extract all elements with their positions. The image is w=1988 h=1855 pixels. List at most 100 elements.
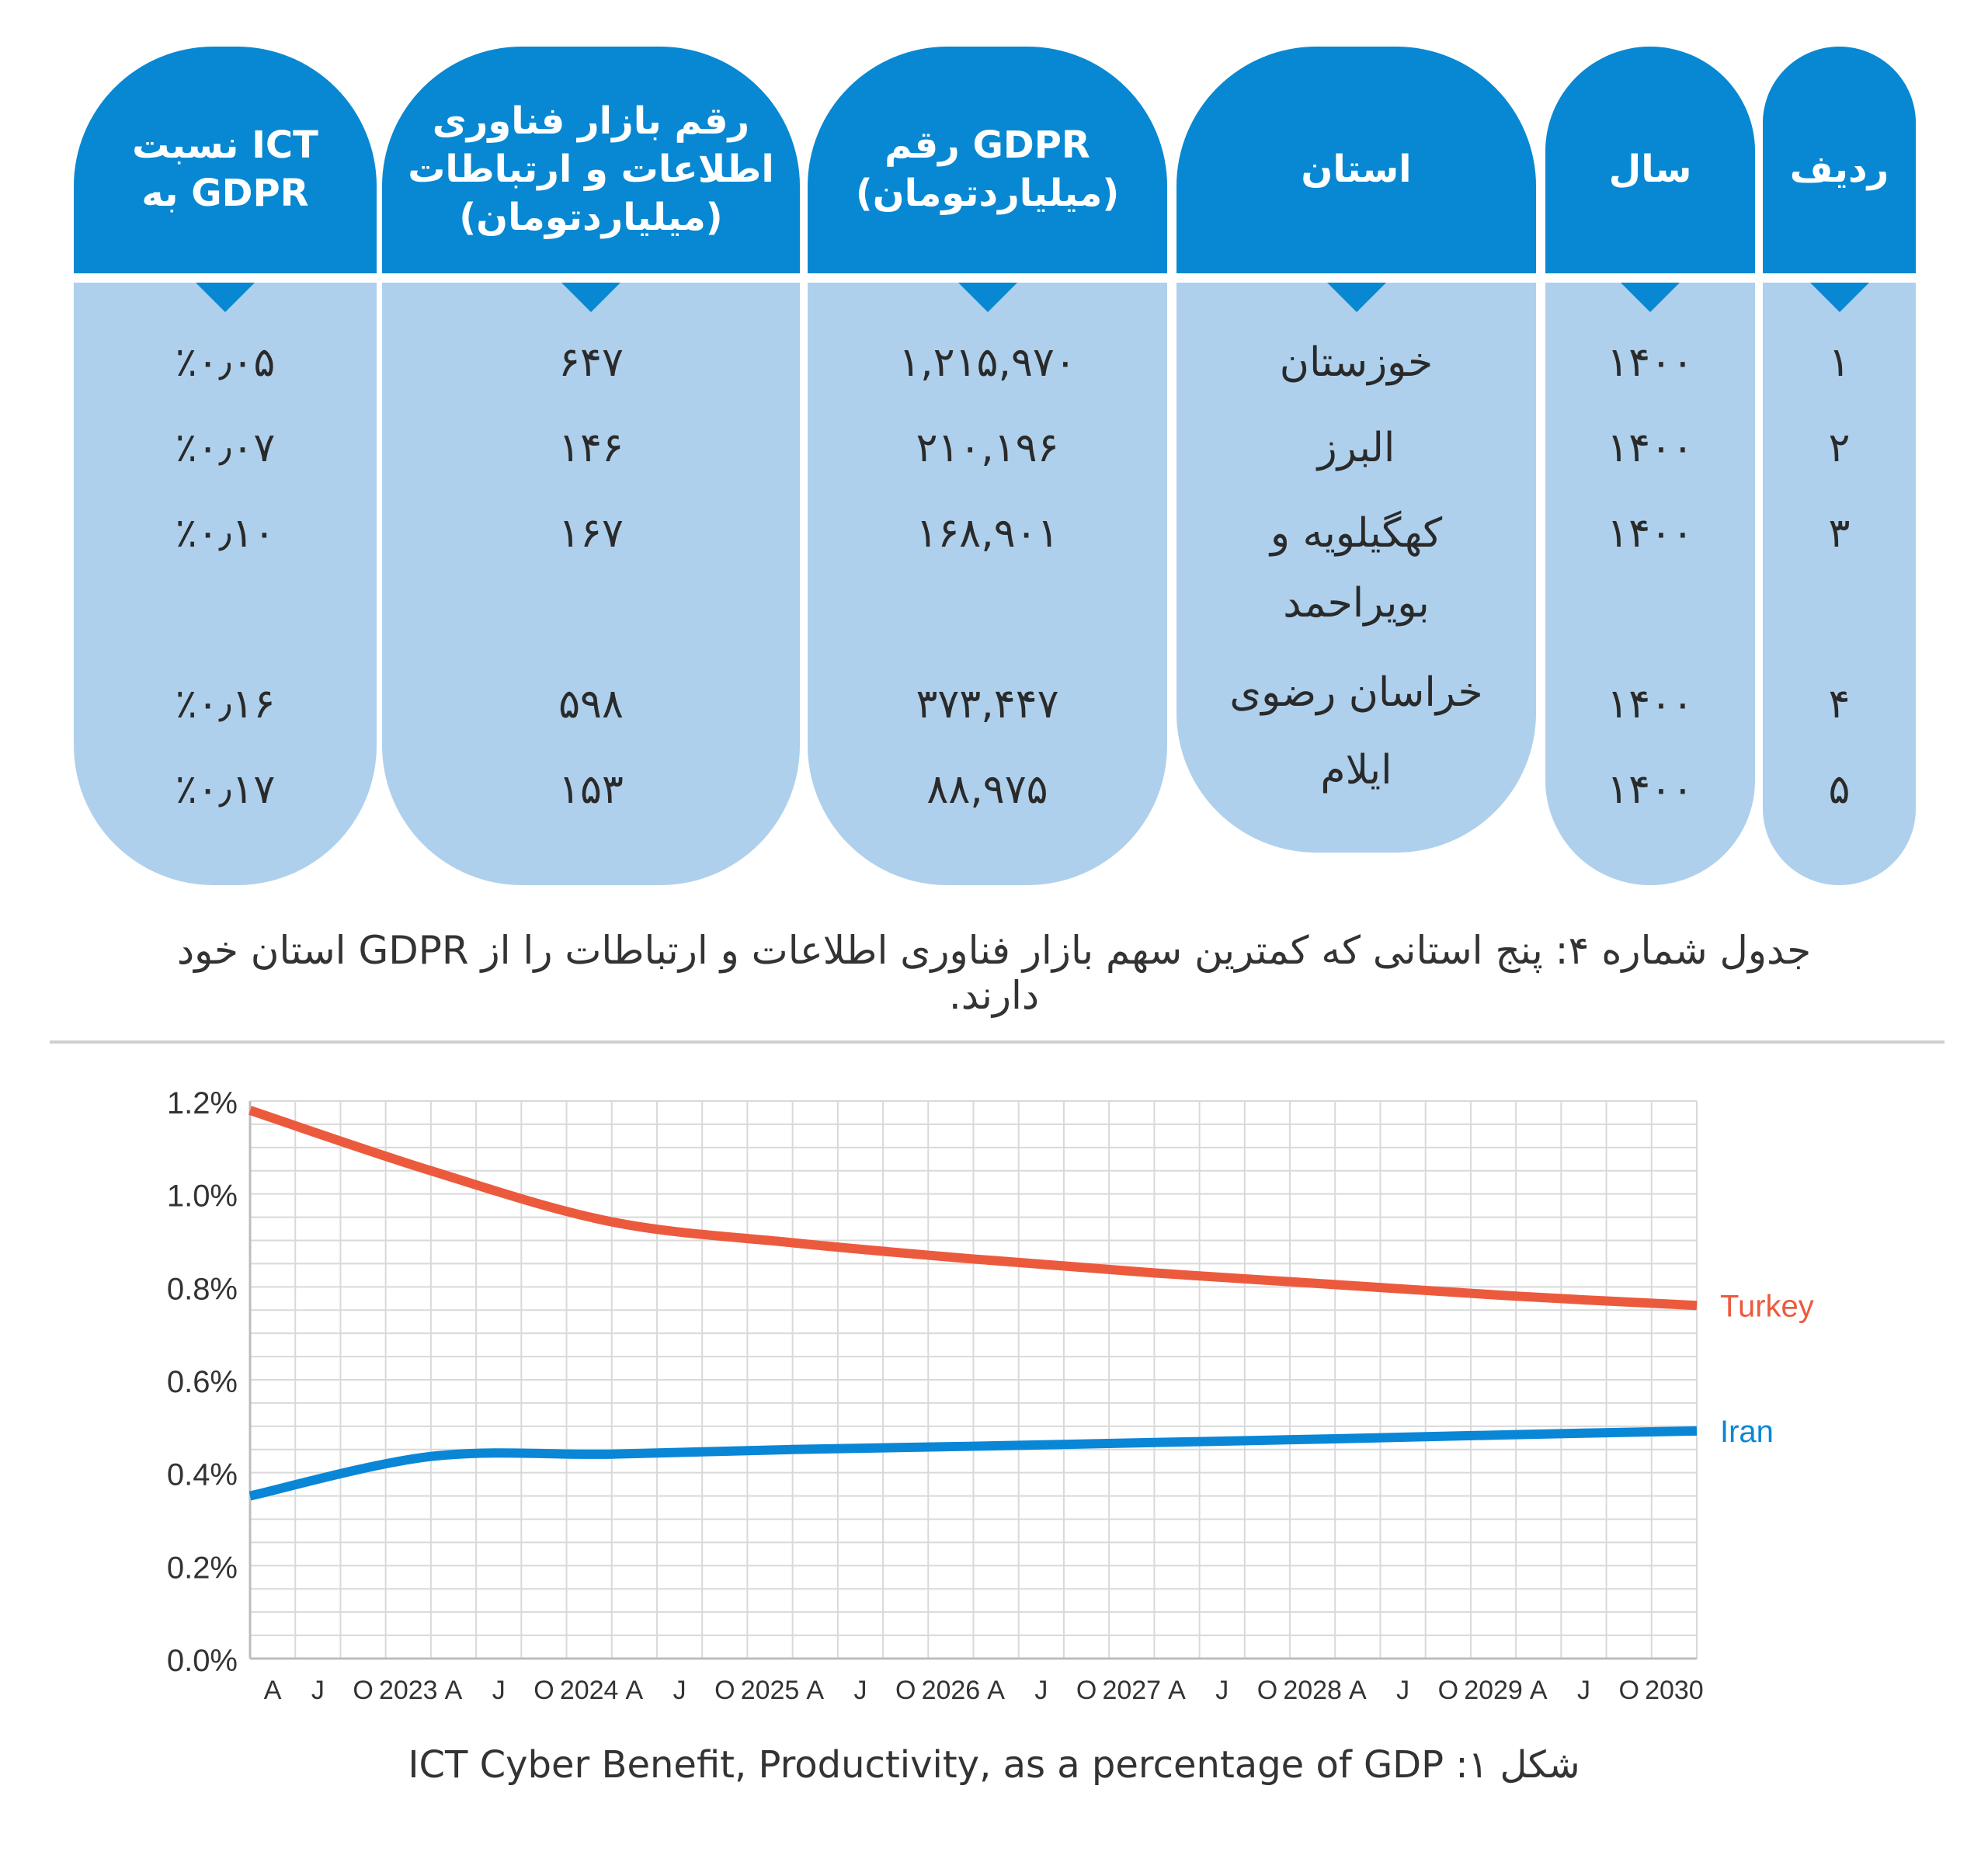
column-header: رقم GDPR (میلیاردتومان) [808,47,1167,273]
table-cell-gdpr: ۱,۲۱۵,۹۷۰ [898,339,1076,386]
column-header-line: سال [1608,148,1692,191]
y-tick-label: 0.2% [167,1551,238,1585]
x-tick-label: J [1396,1676,1409,1705]
table-cell-ratio: ٪۰٫۱۷ [175,766,276,813]
table-cell-gdpr: ۲۱۰,۱۹۶ [916,425,1059,471]
section-divider [50,1040,1945,1044]
x-tick-label: J [1215,1676,1229,1705]
x-tick-label: A [806,1676,824,1705]
table-cell-ratio: ٪۰٫۱۶ [175,681,276,728]
column-header: ردیف [1763,47,1916,273]
table-column-ict_market: رقم بازار فناوری اطلاعات و ارتباطات (میلیا… [382,47,800,885]
column-header-line: به GDPR [141,172,309,215]
header-pointer-icon [1809,283,1869,312]
x-tick-label: 2028 [1283,1676,1342,1705]
series-label-turkey: Turkey [1720,1289,1814,1323]
table-column-ratio: نسبت ICT به GDPR ٪۰٫۰۵ ٪۰٫۰۷ ٪۰٫۱۰ ٪۰٫۱۶ ٪۰٫۱۷ [74,47,377,885]
column-header-line: رقم GDPR [885,123,1090,167]
table-cell-row: ۵ [1828,766,1851,813]
table-cell-year: ۱۴۰۰ [1607,766,1694,813]
table-cell-province: البرز [1317,425,1395,471]
y-tick-label: 0.0% [167,1644,238,1678]
x-tick-label: O [714,1676,735,1705]
column-header-line: (میلیاردتومان) [459,196,723,239]
table-cell-row: ۲ [1828,425,1851,471]
table-cell-gdpr: ۸۸,۹۷۵ [926,766,1048,813]
x-tick-label: O [1076,1676,1097,1705]
table-cell-province: کهگیلویه و [1270,510,1443,557]
header-gap [1176,273,1536,283]
column-header-line: استان [1301,148,1412,191]
column-header-line: رقم بازار فناوری [432,99,750,143]
x-tick-label: J [1034,1676,1048,1705]
line-chart: 0.0%0.2%0.4%0.6%0.8%1.0%1.2%A J O 2023 A J O 20… [167,1086,1814,1705]
table-cell-year: ۱۴۰۰ [1607,339,1694,386]
table-cell-ict_market: ۱۴۶ [558,425,624,471]
column-header: استان [1176,47,1536,273]
table-cell-ict_market: ۵۹۸ [558,681,624,728]
x-tick-label: J [311,1676,325,1705]
table-cell-row: ۳ [1828,510,1851,557]
chart-caption: شکل ۱: ICT Cyber Benefit, Productivity, … [408,1743,1580,1787]
column-header-line: اطلاعات و ارتباطات [408,148,774,191]
header-pointer-icon [561,283,620,312]
x-tick-label: A [626,1676,644,1705]
x-tick-label: 2024 [560,1676,619,1705]
x-tick-label: 2029 [1464,1676,1523,1705]
series-line-iran [248,1426,1698,1501]
table-cell-year: ۱۴۰۰ [1607,510,1694,557]
table-cell-row: ۴ [1828,681,1851,728]
table-caption: جدول شماره ۴: پنج استانی که کمترین سهم ب… [176,928,1812,1018]
table-cell-ratio: ٪۰٫۱۰ [175,510,276,557]
table-cell-province: خوزستان [1279,339,1434,386]
x-tick-label: 2025 [741,1676,800,1705]
table-cell-ict_market: ۱۶۷ [558,510,624,557]
x-tick-label: J [1577,1676,1590,1705]
x-tick-label: 2027 [1102,1676,1161,1705]
x-tick-label: O [1618,1676,1639,1705]
column-header-line: نسبت ICT [132,123,318,167]
column-header-line: (میلیاردتومان) [855,172,1120,215]
y-tick-label: 0.4% [167,1458,238,1492]
table-cell-gdpr: ۳۷۳,۴۴۷ [916,681,1059,728]
table-column-province: استان خوزستان البرز کهگیلویه و بویراحمد خراسا… [1176,47,1536,853]
series-label-iran: Iran [1720,1415,1774,1449]
x-tick-label: A [987,1676,1005,1705]
table-cell-province: بویراحمد [1283,580,1430,627]
table-cell-province: خراسان رضوی [1229,669,1483,716]
y-tick-label: 0.8% [167,1272,238,1306]
header-pointer-icon [1621,283,1680,312]
header-pointer-icon [958,283,1017,312]
x-tick-label: J [673,1676,686,1705]
y-tick-label: 0.6% [167,1365,238,1399]
column-header-line: ردیف [1789,148,1889,191]
column-header: نسبت ICT به GDPR [74,47,377,273]
header-pointer-icon [1326,283,1386,312]
x-tick-label: J [492,1676,506,1705]
column-header: رقم بازار فناوری اطلاعات و ارتباطات (میلیا… [382,47,800,273]
table-cell-year: ۱۴۰۰ [1607,681,1694,728]
table-cell-year: ۱۴۰۰ [1607,425,1694,471]
x-tick-label: A [1168,1676,1186,1705]
y-tick-label: 1.2% [167,1086,238,1120]
header-gap [1545,273,1755,283]
table-cell-gdpr: ۱۶۸,۹۰۱ [916,510,1059,557]
table-cell-row: ۱ [1828,339,1851,386]
x-tick-label: 2030 [1645,1676,1704,1705]
table-cell-ict_market: ۶۴۷ [558,339,624,386]
table-cell-ict_market: ۱۵۳ [558,766,624,813]
header-gap [74,273,377,283]
table-cell-province: ایلام [1320,747,1392,794]
x-tick-label: O [533,1676,554,1705]
y-tick-label: 1.0% [167,1179,238,1214]
x-tick-label: J [853,1676,867,1705]
x-tick-label: A [445,1676,463,1705]
x-tick-label: A [264,1676,282,1705]
header-gap [382,273,800,283]
table-column-row: ردیف ۱ ۲ ۳ ۴ ۵ [1763,47,1916,885]
table-cell-ratio: ٪۰٫۰۷ [175,425,276,471]
table-column-year: سال ۱۴۰۰ ۱۴۰۰ ۱۴۰۰ ۱۴۰۰ ۱۴۰۰ [1545,47,1755,885]
table-cell-ratio: ٪۰٫۰۵ [175,339,276,386]
x-tick-label: O [895,1676,916,1705]
series-line-turkey [248,1106,1698,1311]
